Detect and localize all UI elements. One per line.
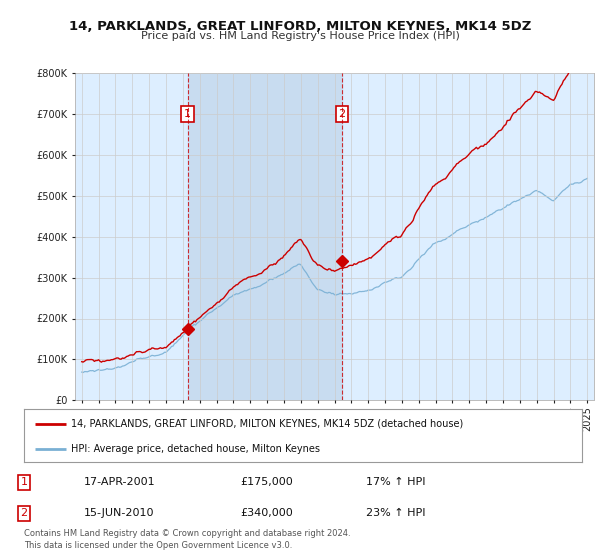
Text: 14, PARKLANDS, GREAT LINFORD, MILTON KEYNES, MK14 5DZ: 14, PARKLANDS, GREAT LINFORD, MILTON KEY… [69,20,531,32]
Text: 15-JUN-2010: 15-JUN-2010 [84,508,155,519]
Text: 2: 2 [338,109,346,119]
Text: 2: 2 [20,508,28,519]
Text: £175,000: £175,000 [240,477,293,487]
Text: 14, PARKLANDS, GREAT LINFORD, MILTON KEYNES, MK14 5DZ (detached house): 14, PARKLANDS, GREAT LINFORD, MILTON KEY… [71,419,464,429]
Text: Contains HM Land Registry data © Crown copyright and database right 2024.
This d: Contains HM Land Registry data © Crown c… [24,529,350,550]
Text: HPI: Average price, detached house, Milton Keynes: HPI: Average price, detached house, Milt… [71,444,320,454]
Text: 17-APR-2001: 17-APR-2001 [84,477,155,487]
Text: 1: 1 [20,477,28,487]
Text: 23% ↑ HPI: 23% ↑ HPI [366,508,425,519]
Text: Price paid vs. HM Land Registry's House Price Index (HPI): Price paid vs. HM Land Registry's House … [140,31,460,41]
Text: 1: 1 [184,109,191,119]
Bar [188,73,342,400]
Text: 17% ↑ HPI: 17% ↑ HPI [366,477,425,487]
Text: £340,000: £340,000 [240,508,293,519]
